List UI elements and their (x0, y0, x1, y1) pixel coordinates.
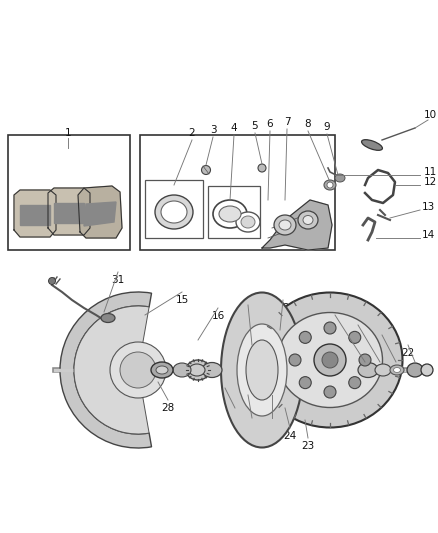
Circle shape (289, 354, 301, 366)
Circle shape (327, 182, 333, 188)
Text: 31: 31 (111, 275, 125, 285)
Text: 12: 12 (424, 177, 437, 187)
Polygon shape (20, 205, 50, 225)
Text: 10: 10 (424, 110, 437, 120)
Ellipse shape (221, 293, 303, 448)
Ellipse shape (274, 215, 296, 235)
Text: 1: 1 (65, 128, 71, 138)
Bar (140, 135, 335, 250)
Text: 16: 16 (212, 311, 225, 321)
Circle shape (299, 332, 311, 343)
Circle shape (49, 278, 56, 285)
Circle shape (349, 377, 361, 389)
Ellipse shape (279, 220, 291, 230)
Text: 25: 25 (265, 421, 279, 431)
Text: 22: 22 (401, 348, 415, 358)
Ellipse shape (213, 200, 247, 228)
Text: 26: 26 (245, 421, 258, 431)
Text: 2: 2 (189, 128, 195, 138)
Ellipse shape (298, 211, 318, 229)
Bar (8, 135, 130, 250)
Text: 8: 8 (305, 119, 311, 129)
Polygon shape (262, 200, 332, 250)
Text: 18: 18 (276, 303, 290, 313)
Circle shape (322, 352, 338, 368)
Ellipse shape (101, 313, 115, 322)
Ellipse shape (237, 324, 287, 416)
Text: 14: 14 (421, 230, 434, 240)
Circle shape (324, 322, 336, 334)
Ellipse shape (407, 363, 423, 377)
Wedge shape (74, 306, 149, 434)
Text: 21: 21 (375, 338, 389, 348)
Text: 17: 17 (241, 308, 254, 318)
Text: 13: 13 (421, 202, 434, 212)
Ellipse shape (358, 362, 378, 377)
Text: 11: 11 (424, 167, 437, 177)
Polygon shape (78, 186, 122, 238)
Circle shape (110, 342, 166, 398)
Text: 6: 6 (267, 119, 273, 129)
Ellipse shape (324, 180, 336, 190)
Text: 19: 19 (328, 318, 342, 328)
Circle shape (201, 166, 211, 174)
Polygon shape (48, 188, 90, 235)
Ellipse shape (189, 364, 205, 376)
Ellipse shape (155, 195, 193, 229)
Ellipse shape (375, 364, 391, 376)
Text: 9: 9 (324, 122, 330, 132)
Ellipse shape (258, 293, 403, 427)
Ellipse shape (236, 212, 260, 232)
Ellipse shape (173, 363, 191, 377)
Ellipse shape (278, 312, 382, 408)
Circle shape (314, 344, 346, 376)
Text: 27: 27 (228, 411, 242, 421)
Text: 15: 15 (175, 295, 189, 305)
Circle shape (258, 164, 266, 172)
Ellipse shape (186, 360, 210, 380)
Text: 20: 20 (351, 328, 364, 338)
Polygon shape (84, 202, 116, 226)
Text: 3: 3 (210, 125, 216, 135)
Ellipse shape (335, 174, 345, 182)
Ellipse shape (421, 364, 433, 376)
Text: 5: 5 (252, 121, 258, 131)
Circle shape (359, 354, 371, 366)
Ellipse shape (246, 340, 278, 400)
Ellipse shape (202, 362, 222, 377)
Circle shape (299, 377, 311, 389)
Ellipse shape (219, 206, 241, 222)
Ellipse shape (161, 201, 187, 223)
Polygon shape (54, 203, 84, 223)
Ellipse shape (303, 215, 313, 224)
Text: 7: 7 (284, 117, 290, 127)
Bar (208, 186, 260, 238)
Bar (145, 180, 203, 238)
Circle shape (349, 332, 361, 343)
Ellipse shape (156, 366, 168, 374)
Text: 24: 24 (283, 431, 297, 441)
Text: 4: 4 (231, 123, 237, 133)
Ellipse shape (241, 216, 255, 228)
Ellipse shape (362, 140, 382, 150)
Text: 23: 23 (301, 441, 314, 451)
Text: 28: 28 (161, 403, 175, 413)
Polygon shape (14, 190, 56, 237)
Wedge shape (60, 292, 152, 448)
Circle shape (120, 352, 156, 388)
Circle shape (324, 386, 336, 398)
Ellipse shape (151, 362, 173, 378)
Ellipse shape (390, 365, 404, 375)
Ellipse shape (393, 367, 400, 373)
